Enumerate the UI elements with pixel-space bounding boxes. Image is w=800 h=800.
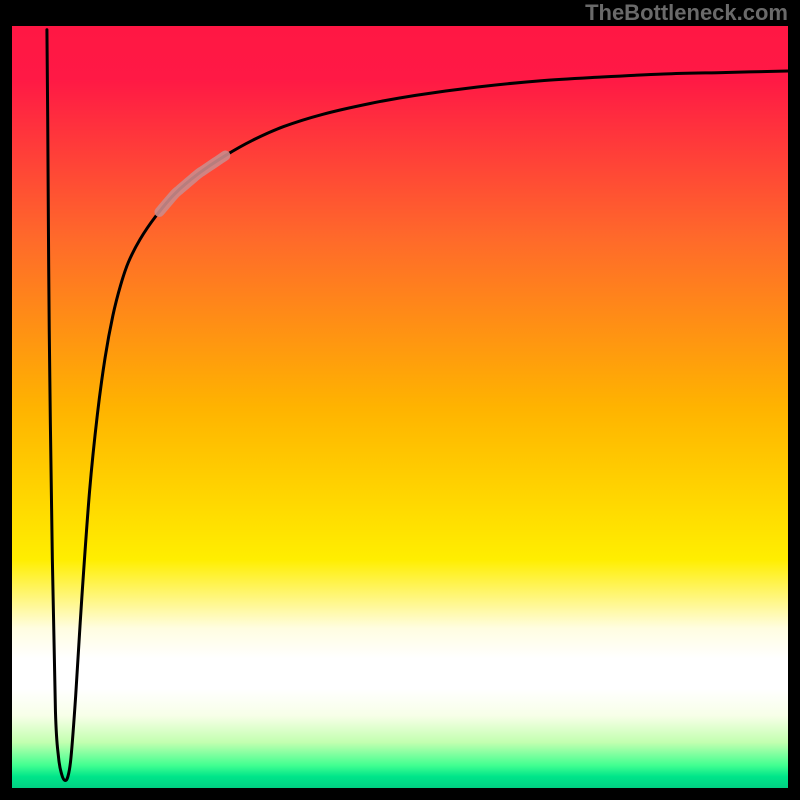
chart-root: TheBottleneck.com <box>0 0 800 800</box>
chart-svg <box>12 26 788 788</box>
watermark-text: TheBottleneck.com <box>585 0 788 26</box>
chart-background <box>12 26 788 788</box>
plot-area <box>12 26 788 788</box>
